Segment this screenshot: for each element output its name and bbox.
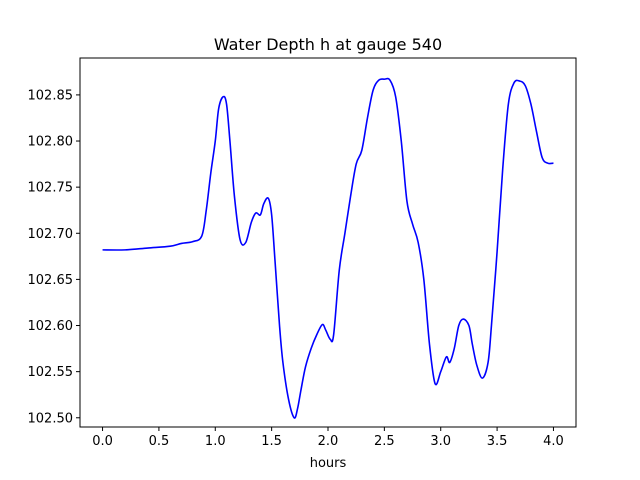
- x-tick-label: 1.5: [261, 434, 282, 449]
- chart-title: Water Depth h at gauge 540: [214, 35, 442, 54]
- series-line-0: [102, 77, 554, 419]
- y-tick-label: 102.85: [28, 88, 74, 103]
- x-tick-label: 2.5: [374, 434, 395, 449]
- y-tick-label: 102.70: [28, 227, 74, 242]
- x-tick-label: 2.0: [318, 434, 339, 449]
- y-tick-label: 102.80: [28, 135, 74, 150]
- x-tick-label: 4.0: [543, 434, 564, 449]
- y-tick-label: 102.55: [28, 365, 74, 380]
- plot-area: [102, 77, 554, 419]
- x-tick-label: 0.0: [92, 434, 113, 449]
- y-tick-label: 102.65: [28, 273, 74, 288]
- x-tick-label: 3.0: [430, 434, 451, 449]
- x-tick-label: 1.0: [205, 434, 226, 449]
- y-tick-label: 102.60: [28, 319, 74, 334]
- x-tick-label: 0.5: [149, 434, 170, 449]
- y-tick-label: 102.75: [28, 181, 74, 196]
- x-tick-label: 3.5: [487, 434, 508, 449]
- axes: 0.0 0.5 1.0 1.5 2.0 2.5 3.0 3.5 4.0 102.50 102.55 1…: [28, 57, 577, 449]
- y-tick-label: 102.50: [28, 411, 74, 426]
- x-axis-label: hours: [310, 456, 347, 471]
